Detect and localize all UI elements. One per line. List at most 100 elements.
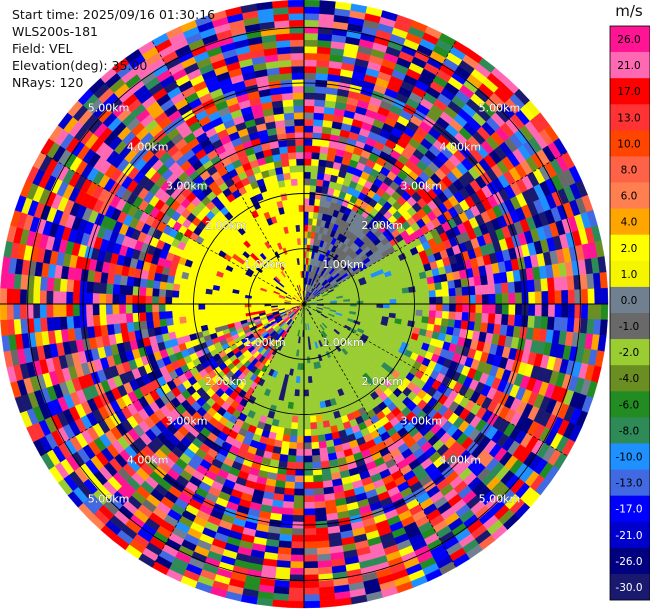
velocity-cell: [171, 303, 179, 312]
velocity-cell: [553, 276, 562, 292]
velocity-cell: [185, 309, 193, 317]
velocity-cell: [297, 422, 305, 430]
velocity-cell: [19, 288, 27, 305]
velocity-cell: [515, 303, 523, 316]
velocity-cell: [52, 290, 60, 305]
velocity-cell: [33, 275, 42, 291]
velocity-cell: [319, 152, 329, 161]
velocity-cell: [303, 125, 314, 133]
velocity-cell: [198, 303, 206, 310]
velocity-cell: [435, 289, 443, 298]
velocity-cell: [158, 296, 166, 305]
velocity-cell: [307, 369, 312, 377]
velocity-cell: [165, 310, 173, 319]
velocity-cell: [303, 369, 308, 377]
velocity-cell: [315, 185, 323, 194]
velocity-cell: [303, 422, 311, 430]
velocity-cell: [501, 293, 510, 305]
velocity-cell: [145, 287, 153, 297]
velocity-cell: [474, 312, 483, 323]
velocity-cell: [308, 389, 314, 397]
velocity-cell: [138, 295, 146, 305]
velocity-cell: [0, 272, 9, 289]
velocity-cell: [165, 303, 173, 312]
velocity-cell: [86, 314, 94, 327]
velocity-cell: [125, 312, 134, 323]
velocity-cell: [303, 528, 317, 536]
velocity-cell: [152, 311, 160, 321]
velocity-cell: [291, 415, 299, 423]
velocity-cell: [396, 298, 404, 305]
velocity-cell: [314, 99, 326, 107]
velocity-cell: [306, 363, 312, 371]
velocity-cell: [389, 299, 397, 305]
velocity-cell: [416, 297, 424, 305]
velocity-cell: [112, 313, 121, 325]
velocity-cell: [285, 474, 296, 483]
velocity-cell: [313, 494, 325, 503]
velocity-cell: [295, 449, 305, 457]
velocity-cell: [316, 547, 331, 555]
velocity-cell: [303, 138, 313, 146]
velocity-cell: [178, 290, 186, 298]
velocity-cell: [315, 414, 323, 423]
velocity-cell: [292, 409, 299, 417]
velocity-cell: [487, 313, 496, 325]
velocity-cell: [303, 39, 318, 47]
velocity-cell: [413, 279, 422, 287]
velocity-cell: [198, 298, 206, 305]
velocity-cell: [165, 289, 173, 298]
velocity-cell: [72, 303, 80, 317]
velocity-cell: [303, 204, 310, 212]
velocity-cell: [211, 303, 219, 309]
velocity-cell: [211, 312, 220, 319]
velocity-cell: [303, 158, 312, 166]
velocity-cell: [303, 534, 317, 543]
velocity-cell: [184, 297, 192, 305]
velocity-cell: [171, 296, 179, 305]
velocity-cell: [594, 303, 602, 320]
velocity-cell: [303, 561, 318, 569]
velocity-cell: [186, 321, 195, 329]
velocity-cell: [178, 303, 186, 311]
velocity-cell: [415, 309, 423, 317]
velocity-cell: [316, 553, 332, 562]
velocity-cell: [581, 288, 589, 305]
velocity-cell: [291, 541, 305, 549]
velocity-cell: [447, 319, 456, 329]
velocity-cell: [315, 533, 330, 542]
velocity-cell: [434, 282, 443, 291]
velocity-cell: [92, 314, 101, 327]
velocity-cell: [178, 297, 186, 305]
velocity-cell: [158, 288, 167, 297]
velocity-cell: [105, 283, 114, 295]
velocity-cell: [321, 413, 329, 422]
velocity-cell: [313, 395, 320, 403]
velocity-cell: [527, 315, 536, 329]
velocity-cell: [299, 383, 305, 391]
velocity-cell: [290, 548, 305, 556]
velocity-cell: [303, 165, 312, 173]
velocity-cell: [429, 296, 437, 305]
velocity-cell: [310, 422, 318, 430]
velocity-cell: [288, 441, 297, 450]
velocity-cell: [185, 315, 194, 323]
velocity-cell: [449, 295, 457, 305]
velocity-cell: [318, 159, 327, 168]
velocity-cell: [528, 291, 536, 305]
velocity-cell: [145, 311, 153, 321]
velocity-cell: [146, 319, 155, 330]
velocity-cell: [282, 501, 294, 509]
velocity-cell: [461, 286, 470, 296]
velocity-cell: [217, 299, 225, 305]
velocity-cell: [320, 460, 331, 469]
velocity-cell: [316, 59, 330, 68]
velocity-cell: [231, 307, 239, 312]
velocity-cell: [382, 290, 390, 296]
velocity-cell: [224, 303, 232, 309]
velocity-cell: [139, 320, 148, 331]
velocity-cell: [303, 217, 309, 225]
velocity-cell: [310, 171, 318, 180]
velocity-cell: [416, 303, 424, 311]
velocity-cell: [599, 272, 608, 289]
